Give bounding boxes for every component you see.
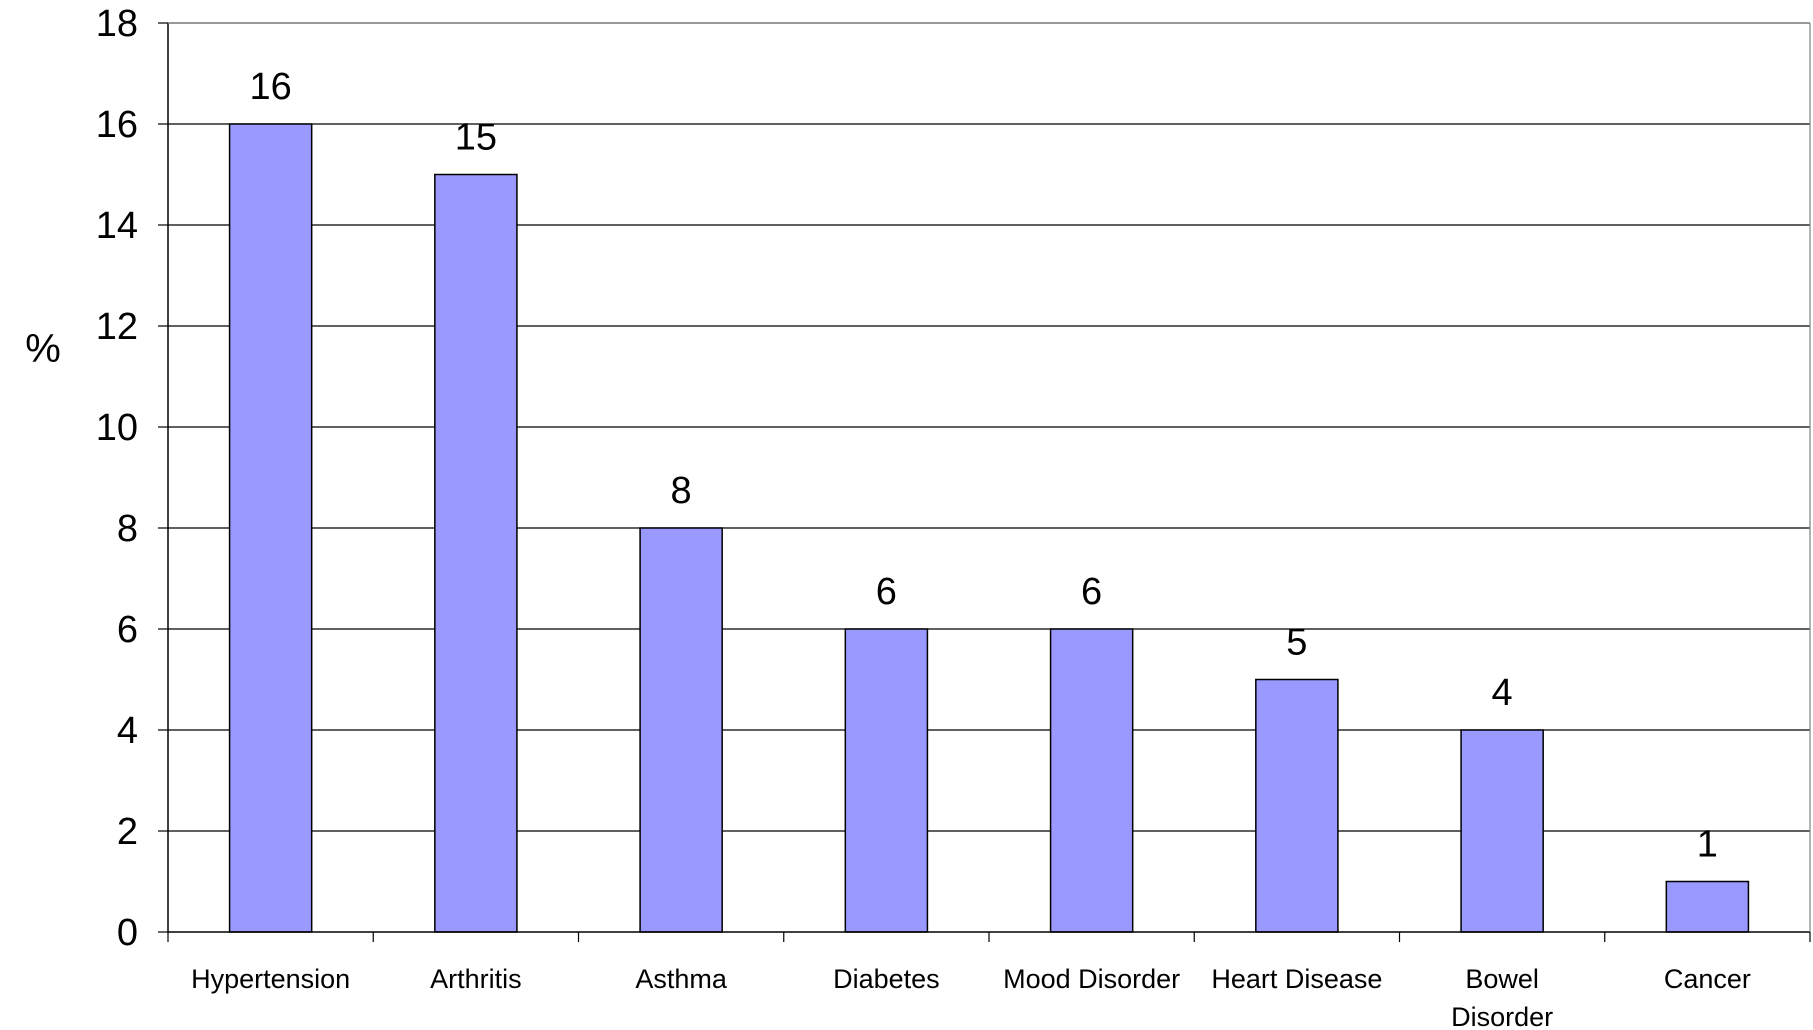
bar	[434, 173, 518, 933]
data-label: 8	[671, 470, 692, 512]
x-tick-label: Heart Disease	[1211, 964, 1382, 994]
x-tick-label: Hypertension	[191, 964, 350, 994]
bar	[639, 527, 723, 933]
data-label: 6	[1081, 571, 1102, 613]
bar	[1665, 880, 1750, 933]
x-tick-labels: Hypertension Arthritis Asthma Diabetes Mood …	[191, 964, 1751, 1030]
y-tick-label: 6	[117, 609, 138, 651]
data-label: 6	[876, 571, 897, 613]
x-tick-label: Bowel	[1465, 964, 1539, 994]
y-axis-label: %	[25, 327, 61, 371]
y-tick-label: 8	[117, 508, 138, 550]
x-tick-label: Diabetes	[833, 964, 940, 994]
data-label: 16	[249, 66, 291, 108]
data-labels: 16 15 8 6 6 5 4 1	[249, 66, 1717, 866]
bar	[228, 123, 313, 933]
bar	[1460, 729, 1544, 933]
y-tick-label: 12	[96, 306, 138, 348]
x-tick-label: Mood Disorder	[1003, 964, 1180, 994]
x-tick-label: Disorder	[1451, 1002, 1553, 1030]
data-label: 4	[1492, 672, 1513, 714]
y-tick-label: 0	[117, 912, 138, 954]
y-tick-label: 14	[96, 205, 138, 247]
bar	[844, 628, 929, 933]
data-label: 15	[455, 117, 497, 159]
y-tick-label: 18	[96, 3, 138, 45]
y-tick-label: 2	[117, 811, 138, 853]
y-tick-label: 16	[96, 104, 138, 146]
bar	[1049, 628, 1134, 933]
axes	[158, 22, 1811, 942]
bar	[1255, 678, 1339, 933]
data-label: 5	[1286, 622, 1307, 664]
x-tick-label: Asthma	[635, 964, 728, 994]
y-tick-label: 4	[117, 710, 138, 752]
y-tick-label: 10	[96, 407, 138, 449]
data-label: 1	[1697, 824, 1718, 866]
y-tick-labels: 0 2 4 6 8 10 12 14 16 18	[96, 3, 138, 954]
gridlines	[168, 22, 1810, 832]
x-tick-label: Arthritis	[430, 964, 522, 994]
bars	[228, 123, 1750, 933]
x-tick-label: Cancer	[1664, 964, 1751, 994]
